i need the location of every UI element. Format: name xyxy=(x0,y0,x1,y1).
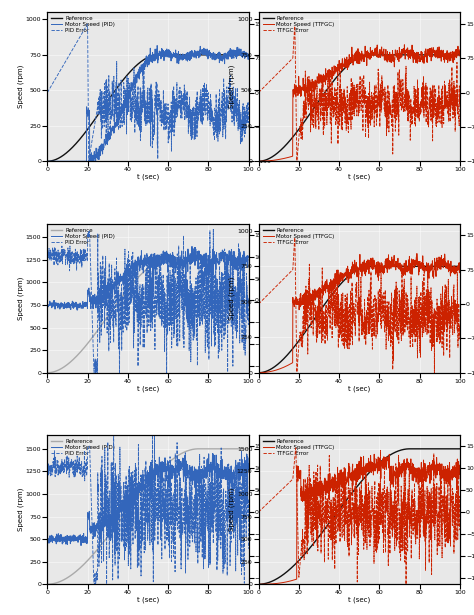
Legend: Reference, Motor Speed (PID), PID Error: Reference, Motor Speed (PID), PID Error xyxy=(50,438,116,458)
Y-axis label: Error (rpm): Error (rpm) xyxy=(273,68,280,106)
Legend: Reference, Motor Speed (PID), PID Error: Reference, Motor Speed (PID), PID Error xyxy=(50,226,116,246)
X-axis label: t (sec): t (sec) xyxy=(348,597,370,603)
Y-axis label: Error (rpm): Error (rpm) xyxy=(273,490,280,529)
Legend: Reference, Motor Speed (PID), PID Error: Reference, Motor Speed (PID), PID Error xyxy=(50,15,116,34)
Y-axis label: Speed (rpm): Speed (rpm) xyxy=(229,488,236,531)
Y-axis label: Speed (rpm): Speed (rpm) xyxy=(18,277,24,320)
Y-axis label: Error (rpm): Error (rpm) xyxy=(273,279,280,318)
X-axis label: t (sec): t (sec) xyxy=(137,386,159,392)
Y-axis label: Speed (rpm): Speed (rpm) xyxy=(18,65,24,108)
Y-axis label: Speed (rpm): Speed (rpm) xyxy=(229,277,236,320)
Legend: Reference, Motor Speed (TTFGC), TTFGC Error: Reference, Motor Speed (TTFGC), TTFGC Er… xyxy=(261,15,336,34)
X-axis label: t (sec): t (sec) xyxy=(137,597,159,603)
X-axis label: t (sec): t (sec) xyxy=(348,386,370,392)
X-axis label: t (sec): t (sec) xyxy=(348,174,370,180)
Legend: Reference, Motor Speed (TTFGC), TTFGC Error: Reference, Motor Speed (TTFGC), TTFGC Er… xyxy=(261,438,336,458)
Legend: Reference, Motor Speed (TTFGC), TTFGC Error: Reference, Motor Speed (TTFGC), TTFGC Er… xyxy=(261,226,336,246)
Y-axis label: Speed (rpm): Speed (rpm) xyxy=(18,488,24,531)
X-axis label: t (sec): t (sec) xyxy=(137,174,159,180)
Y-axis label: Speed (rpm): Speed (rpm) xyxy=(229,65,236,108)
